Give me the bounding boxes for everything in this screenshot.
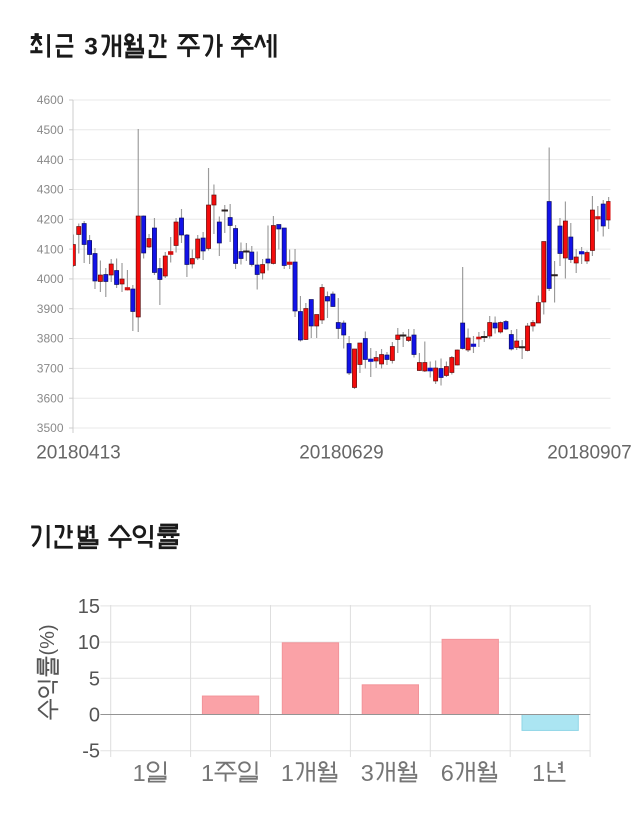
svg-text:(%): (%): [37, 624, 59, 655]
svg-text:20180629: 20180629: [299, 443, 384, 464]
svg-text:4500: 4500: [37, 123, 64, 137]
svg-text:3700: 3700: [37, 362, 64, 376]
svg-text:4000: 4000: [37, 272, 64, 286]
svg-text:10: 10: [78, 632, 100, 654]
svg-text:4300: 4300: [37, 183, 64, 197]
svg-text:4400: 4400: [37, 153, 64, 167]
svg-text:3900: 3900: [37, 302, 64, 316]
svg-text:15: 15: [78, 596, 100, 618]
svg-text:5: 5: [89, 668, 100, 690]
svg-text:1: 1: [133, 760, 146, 786]
svg-text:20180907: 20180907: [547, 443, 632, 464]
svg-text:4100: 4100: [37, 242, 64, 256]
svg-text:1: 1: [281, 760, 294, 786]
svg-text:3600: 3600: [37, 391, 64, 405]
svg-text:20180413: 20180413: [36, 443, 121, 464]
svg-text:-5: -5: [82, 741, 100, 763]
svg-text:6: 6: [441, 760, 454, 786]
svg-text:1: 1: [532, 760, 545, 786]
svg-text:0: 0: [89, 705, 100, 727]
svg-text:3: 3: [84, 34, 98, 61]
svg-text:3: 3: [361, 760, 374, 786]
svg-text:3500: 3500: [37, 421, 64, 435]
svg-text:1: 1: [201, 760, 214, 786]
svg-text:4200: 4200: [37, 213, 64, 227]
svg-text:3800: 3800: [37, 332, 64, 346]
svg-text:4600: 4600: [37, 93, 64, 107]
